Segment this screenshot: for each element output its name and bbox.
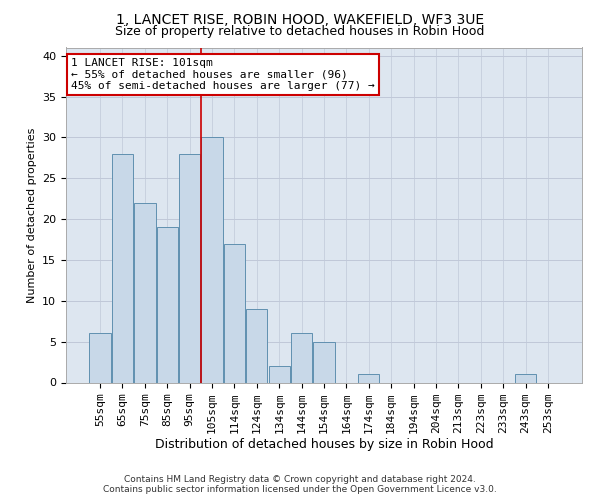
Bar [157, 228, 178, 382]
Bar [291, 334, 312, 382]
Y-axis label: Number of detached properties: Number of detached properties [26, 128, 37, 302]
Text: 1, LANCET RISE, ROBIN HOOD, WAKEFIELD, WF3 3UE: 1, LANCET RISE, ROBIN HOOD, WAKEFIELD, W… [116, 12, 484, 26]
Bar [358, 374, 379, 382]
Text: 1 LANCET RISE: 101sqm
← 55% of detached houses are smaller (96)
45% of semi-deta: 1 LANCET RISE: 101sqm ← 55% of detached … [71, 58, 375, 91]
Bar [313, 342, 335, 382]
Text: Size of property relative to detached houses in Robin Hood: Size of property relative to detached ho… [115, 25, 485, 38]
Bar [269, 366, 290, 382]
Bar [134, 202, 155, 382]
Bar [246, 309, 268, 382]
Bar [515, 374, 536, 382]
Text: Contains HM Land Registry data © Crown copyright and database right 2024.
Contai: Contains HM Land Registry data © Crown c… [103, 474, 497, 494]
Bar [89, 334, 111, 382]
Bar [224, 244, 245, 382]
Bar [179, 154, 200, 382]
Bar [202, 138, 223, 382]
Bar [112, 154, 133, 382]
X-axis label: Distribution of detached houses by size in Robin Hood: Distribution of detached houses by size … [155, 438, 493, 452]
